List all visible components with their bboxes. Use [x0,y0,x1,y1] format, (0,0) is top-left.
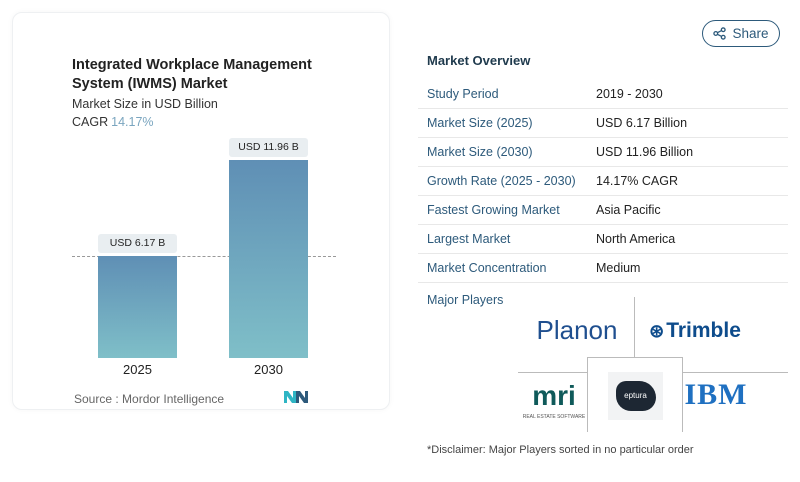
disclaimer: *Disclaimer: Major Players sorted in no … [427,444,694,456]
row-value: Asia Pacific [596,203,661,217]
row-key: Study Period [427,87,499,101]
row-key: Largest Market [427,232,511,246]
share-button[interactable]: Share [702,20,780,47]
x-tick-label: 2025 [123,362,152,377]
share-icon [713,27,727,40]
planon-logo: Planon [536,315,618,345]
chart-subtitle: Market Size in USD Billion [72,97,218,111]
cagr-value: 14.17% [111,115,154,129]
chart-title: Integrated Workplace Management System (… [72,56,382,94]
cagr: CAGR 14.17% [72,115,154,130]
row-key: Growth Rate (2025 - 2030) [427,174,576,188]
row-value: USD 6.17 Billion [596,116,688,130]
trimble-globe-icon: ⊛ [649,321,665,341]
share-label: Share [732,26,769,41]
overview-row: Study Period 2019 - 2030 [418,80,788,109]
major-players-label: Major Players [427,293,504,307]
row-value: 14.17% CAGR [596,174,678,188]
chart-card [12,12,390,410]
row-value: Medium [596,261,641,275]
overview-row: Market Size (2030) USD 11.96 Billion [418,138,788,167]
mordor-logo-icon [284,391,308,403]
overview-row: Growth Rate (2025 - 2030) 14.17% CAGR [418,167,788,196]
divider [634,297,635,357]
x-tick-label: 2030 [254,362,283,377]
row-key: Market Size (2030) [427,145,533,159]
data-label: USD 6.17 B [98,233,177,253]
chart-title-text: Integrated Workplace Management System (… [72,57,312,92]
overview-row: Market Concentration Medium [418,254,788,283]
data-label: USD 11.96 B [229,137,308,157]
eptura-logo: eptura [608,372,663,420]
source: Source : Mordor Intelligence [74,392,225,406]
row-value: North America [596,232,676,246]
cagr-label: CAGR [72,115,109,129]
overview-row: Largest Market North America [418,225,788,254]
bar-2030 [229,159,308,358]
bar-2025 [98,255,177,358]
reference-line [72,256,336,257]
trimble-logo: ⊛ Trimble [649,319,741,342]
row-value: USD 11.96 Billion [596,145,694,159]
row-key: Market Size (2025) [427,116,533,130]
row-value: 2019 - 2030 [596,87,663,101]
overview-row: Market Size (2025) USD 6.17 Billion [418,109,788,138]
mri-logo: mri REAL ESTATE SOFTWARE [522,379,586,420]
ibm-logo: IBM [684,378,748,411]
overview-row: Fastest Growing Market Asia Pacific [418,196,788,225]
row-key: Market Concentration [427,261,547,275]
row-key: Fastest Growing Market [427,203,560,217]
overview-title: Market Overview [427,53,531,68]
